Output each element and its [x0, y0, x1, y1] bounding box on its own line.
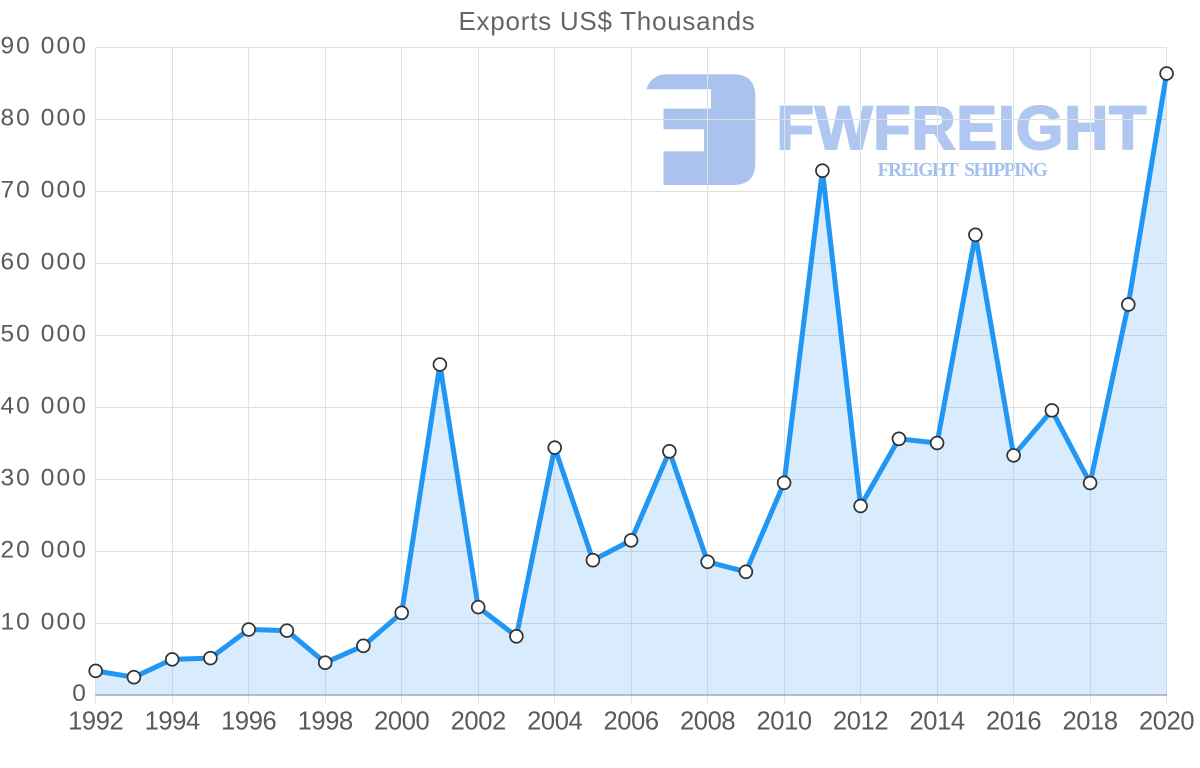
svg-text:2006: 2006: [604, 708, 659, 736]
svg-text:30 000: 30 000: [0, 465, 88, 492]
svg-text:20 000: 20 000: [0, 537, 88, 564]
svg-text:2012: 2012: [833, 708, 888, 736]
svg-text:10 000: 10 000: [0, 609, 88, 636]
svg-text:2018: 2018: [1063, 708, 1118, 736]
svg-text:2016: 2016: [986, 708, 1041, 736]
svg-text:1994: 1994: [145, 708, 200, 736]
svg-text:50 000: 50 000: [0, 321, 88, 348]
svg-text:90 000: 90 000: [0, 33, 88, 60]
svg-text:2014: 2014: [910, 708, 965, 736]
svg-text:70 000: 70 000: [0, 177, 88, 204]
svg-text:FWFREIGHT: FWFREIGHT: [777, 94, 1148, 162]
svg-text:40 000: 40 000: [0, 393, 88, 420]
svg-text:FREIGHT SHIPPING: FREIGHT SHIPPING: [878, 160, 1048, 181]
svg-text:1992: 1992: [68, 708, 123, 736]
svg-text:2010: 2010: [757, 708, 812, 736]
svg-text:2000: 2000: [374, 708, 429, 736]
svg-text:1996: 1996: [221, 708, 276, 736]
svg-text:1998: 1998: [298, 708, 353, 736]
svg-text:Exports US$ Thousands: Exports US$ Thousands: [458, 6, 755, 36]
svg-text:2008: 2008: [680, 708, 735, 736]
svg-text:0: 0: [72, 680, 88, 707]
svg-text:60 000: 60 000: [0, 249, 88, 276]
svg-text:80 000: 80 000: [0, 105, 88, 132]
svg-text:2020: 2020: [1139, 708, 1194, 736]
svg-text:2004: 2004: [527, 708, 582, 736]
svg-text:2002: 2002: [451, 708, 506, 736]
